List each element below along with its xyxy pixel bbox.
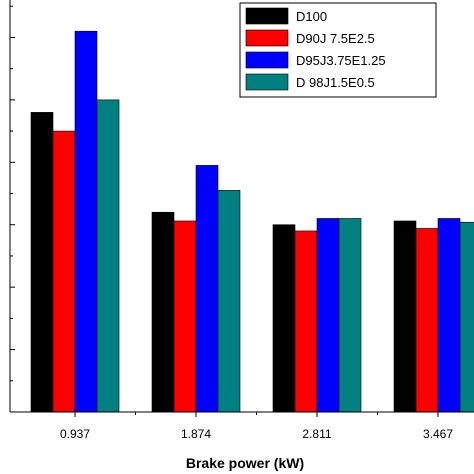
axes: 0.937 1.874 2.811 3.467	[9, 0, 474, 441]
legend-swatch	[245, 29, 289, 47]
legend-label: D90J 7.5E2.5	[296, 31, 375, 46]
bar	[338, 218, 362, 413]
bar	[272, 224, 296, 413]
bar	[151, 211, 175, 413]
bar	[52, 130, 76, 413]
bar	[415, 228, 439, 413]
bar	[173, 220, 197, 413]
legend-swatch	[245, 7, 289, 25]
legend-swatch	[245, 73, 289, 91]
bar	[217, 190, 241, 413]
plot-area	[30, 30, 474, 413]
bar	[74, 30, 98, 413]
bar	[316, 218, 340, 413]
legend-label: D100	[296, 9, 327, 24]
bar	[459, 221, 474, 413]
x-tick-label: 1.874	[181, 427, 211, 441]
bar	[393, 220, 417, 413]
legend-swatch	[245, 51, 289, 69]
x-tick-label: 3.467	[423, 427, 453, 441]
x-tick-label: 2.811	[302, 427, 331, 441]
legend: D100 D90J 7.5E2.5 D95J3.75E1.25 D 98J1.5E0.…	[239, 2, 437, 98]
legend-label: D95J3.75E1.25	[296, 53, 386, 68]
bar	[195, 165, 219, 413]
bar	[96, 99, 120, 413]
x-axis-title: Brake power (kW)	[186, 455, 304, 471]
bar	[437, 218, 461, 413]
legend-label: D 98J1.5E0.5	[296, 75, 375, 90]
bar	[294, 230, 318, 413]
x-tick-label: 0.937	[60, 427, 90, 441]
bar	[30, 112, 54, 413]
